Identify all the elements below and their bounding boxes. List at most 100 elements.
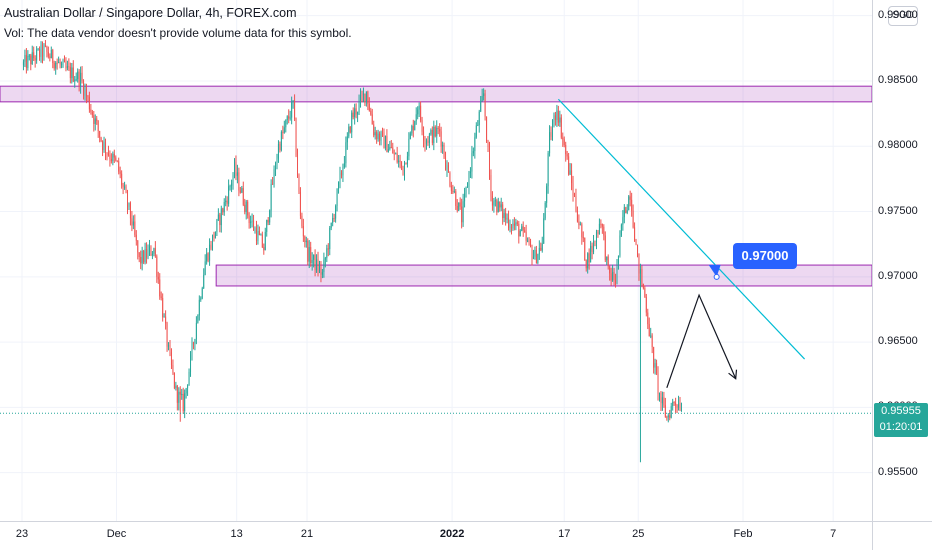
candle-body xyxy=(36,49,38,61)
candle-body xyxy=(582,237,584,239)
candle-body xyxy=(554,115,556,121)
candle-body xyxy=(28,55,30,57)
candle-body xyxy=(453,191,455,193)
candle-body xyxy=(493,201,495,206)
candle-body xyxy=(56,62,58,64)
candle-body xyxy=(593,240,595,252)
candle-body xyxy=(223,202,225,213)
candle-body xyxy=(285,120,287,128)
candle-body xyxy=(581,224,583,238)
candle-body xyxy=(318,266,320,272)
candle-body xyxy=(488,147,490,176)
price-tick-label: 0.97500 xyxy=(878,204,918,217)
candle-body xyxy=(431,130,433,143)
candle-body xyxy=(272,183,274,185)
price-tick-label: 0.98500 xyxy=(878,73,918,86)
candle-body xyxy=(159,279,161,297)
candle-body xyxy=(47,52,49,57)
callout-pointer xyxy=(708,264,721,277)
candle-body xyxy=(138,252,140,257)
candle-body xyxy=(135,234,137,241)
candle-body xyxy=(483,93,485,97)
candle-body xyxy=(412,126,414,131)
candle-body xyxy=(127,192,129,207)
time-tick-label: 2022 xyxy=(439,528,465,540)
candle-body xyxy=(94,118,96,124)
candle-body xyxy=(613,271,615,280)
candle-body xyxy=(96,118,98,122)
candle-body xyxy=(172,365,174,373)
candle-body xyxy=(22,61,24,66)
candle-body xyxy=(244,204,246,212)
candle-body xyxy=(597,232,599,234)
candle-body xyxy=(573,195,575,197)
candle-body xyxy=(661,397,663,404)
candle-body xyxy=(251,220,253,222)
candle-body xyxy=(169,345,171,353)
candle-body xyxy=(137,240,139,253)
candle-body xyxy=(647,312,649,325)
candle-body xyxy=(513,223,515,226)
candle-body xyxy=(298,175,300,192)
candle-body xyxy=(427,140,429,143)
candle-body xyxy=(324,258,326,260)
symbol-title[interactable]: Australian Dollar / Singapore Dollar, 4h… xyxy=(4,6,297,20)
candle-body xyxy=(81,72,83,82)
candle-body xyxy=(231,183,233,186)
candle-body xyxy=(30,55,32,65)
candle-body xyxy=(185,388,187,394)
candle-body xyxy=(386,136,388,153)
price-callout[interactable]: 0.97000 xyxy=(733,243,797,269)
candle-body xyxy=(634,227,636,242)
candle-body xyxy=(52,49,54,63)
candle-body xyxy=(370,110,372,115)
candle-body xyxy=(292,100,294,102)
candle-body xyxy=(639,269,641,274)
candle-body xyxy=(144,248,146,263)
candle-body xyxy=(91,111,93,116)
candle-body xyxy=(642,283,644,289)
candle-body xyxy=(125,186,127,193)
candle-body xyxy=(148,246,150,250)
candle-body xyxy=(612,271,614,281)
candle-body xyxy=(415,114,417,122)
candle-body xyxy=(676,405,678,408)
candle-body xyxy=(673,402,675,404)
candle-body xyxy=(651,335,653,348)
candle-body xyxy=(299,191,301,216)
candle-body xyxy=(379,133,381,141)
candle-body xyxy=(525,231,527,241)
candle-body xyxy=(663,397,665,406)
candle-body xyxy=(380,131,382,141)
candle-body xyxy=(229,185,231,187)
candle-body xyxy=(368,103,370,111)
candle-body xyxy=(430,130,432,135)
candle-body xyxy=(528,240,530,242)
candle-body xyxy=(304,236,306,243)
candle-body xyxy=(87,95,89,98)
candle-body xyxy=(260,234,262,236)
candle-body xyxy=(258,230,260,235)
candle-body xyxy=(497,201,499,213)
candle-body xyxy=(616,262,618,283)
candle-body xyxy=(270,183,272,211)
candle-body xyxy=(195,322,197,340)
candle-body xyxy=(666,416,668,418)
candle-body xyxy=(213,234,215,239)
currency-button[interactable]: SGD xyxy=(888,6,918,26)
candle-body xyxy=(179,391,181,395)
candle-body xyxy=(106,152,108,154)
candle-body xyxy=(239,190,241,193)
candle-body xyxy=(538,247,540,255)
candle-body xyxy=(58,62,60,64)
candle-body xyxy=(628,196,630,211)
candle-body xyxy=(519,230,521,237)
candle-body xyxy=(349,126,351,133)
candle-body xyxy=(543,218,545,244)
chart-grid xyxy=(0,0,872,521)
candle-body xyxy=(351,112,353,133)
candle-body xyxy=(417,109,419,115)
candle-body xyxy=(226,200,228,204)
candle-body xyxy=(591,245,593,252)
